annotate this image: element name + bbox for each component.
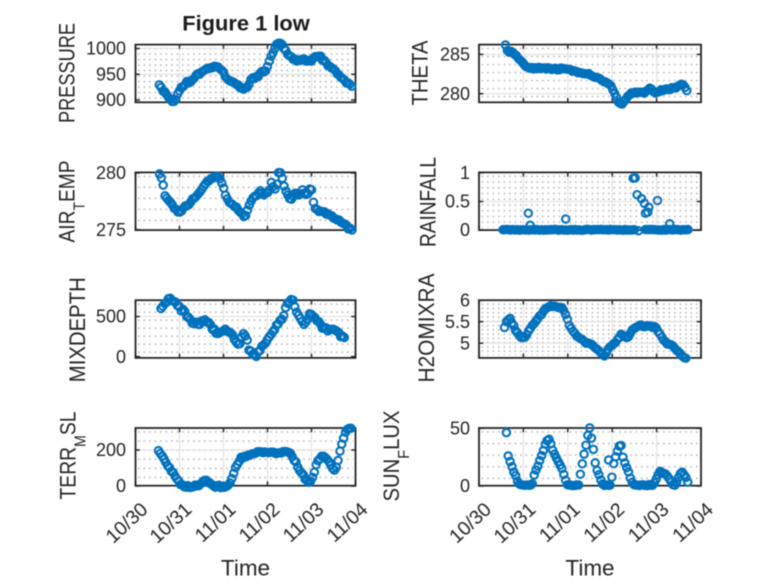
svg-text:50: 50 (450, 419, 470, 439)
svg-text:THETA: THETA (408, 40, 433, 105)
svg-text:Time: Time (221, 556, 270, 581)
svg-text:Figure 1 low: Figure 1 low (182, 13, 310, 36)
svg-text:0: 0 (460, 476, 470, 496)
svg-text:0.5: 0.5 (445, 192, 470, 212)
svg-text:1000: 1000 (86, 39, 126, 59)
svg-text:5: 5 (460, 333, 470, 353)
svg-text:RAINFALL: RAINFALL (416, 157, 441, 247)
svg-text:H2OMIXRA: H2OMIXRA (414, 273, 439, 382)
svg-text:1: 1 (460, 163, 470, 183)
svg-text:200: 200 (96, 440, 126, 460)
svg-text:500: 500 (96, 307, 126, 327)
svg-text:6: 6 (460, 291, 470, 311)
svg-text:275: 275 (96, 220, 126, 240)
svg-text:5.5: 5.5 (445, 312, 470, 332)
svg-text:280: 280 (440, 84, 470, 104)
svg-text:0: 0 (116, 347, 126, 367)
svg-text:0: 0 (460, 220, 470, 240)
svg-text:280: 280 (96, 163, 126, 183)
svg-text:PRESSURE: PRESSURE (55, 23, 80, 123)
svg-text:Time: Time (565, 556, 614, 581)
svg-text:900: 900 (96, 90, 126, 110)
svg-text:MIXDEPTH: MIXDEPTH (65, 277, 90, 382)
svg-text:0: 0 (116, 476, 126, 496)
svg-text:AIRTEMP: AIRTEMP (55, 161, 89, 243)
svg-text:285: 285 (440, 45, 470, 65)
svg-text:950: 950 (96, 65, 126, 85)
